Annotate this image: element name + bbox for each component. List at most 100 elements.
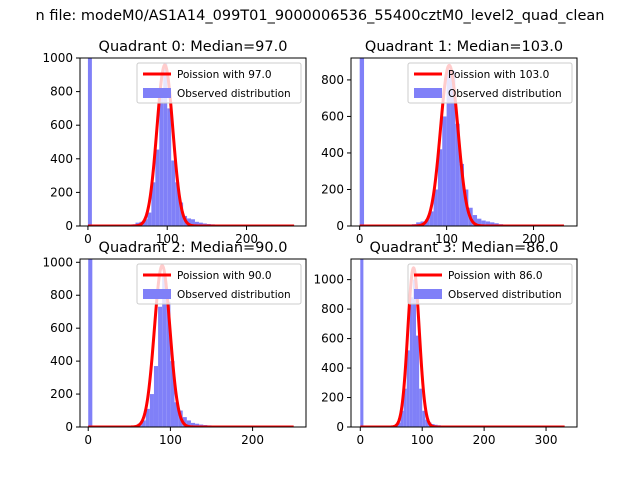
legend-label: Observed distribution — [448, 88, 562, 100]
legend-label: Poission with 86.0 — [448, 270, 543, 282]
legend-bar-swatch — [414, 289, 442, 299]
x-tick-label: 100 — [156, 232, 179, 246]
histogram-bar — [416, 222, 421, 226]
axes-frame — [79, 57, 307, 227]
histogram-bar — [87, 58, 92, 226]
histogram-bar — [182, 417, 187, 427]
legend-box — [136, 62, 302, 104]
histogram-bar — [359, 58, 365, 226]
histogram-bar — [162, 275, 167, 427]
x-tick-label: 200 — [241, 433, 264, 447]
y-tick-label: 400 — [321, 146, 344, 160]
histogram-bar — [425, 419, 429, 427]
histogram-bar — [159, 93, 164, 226]
legend: Poission with 86.0 Observed distribution — [407, 263, 573, 305]
x-tick-label: 100 — [159, 433, 182, 447]
histogram-bar — [191, 219, 195, 226]
legend: Poission with 90.0 Observed distribution — [136, 263, 302, 305]
histogram-bar — [145, 408, 150, 427]
legend-bar-swatch — [414, 88, 442, 98]
histogram-bar — [194, 221, 199, 226]
y-tick-label: 0 — [65, 219, 73, 233]
histogram-bar — [163, 63, 168, 226]
subplot-quadrant-1: 0 100 200 0 200 400 600 800 Quadrant 1: Median=1… — [321, 39, 578, 246]
poisson-curve — [358, 63, 566, 226]
plot-area — [86, 58, 296, 226]
x-tick-label: 0 — [356, 232, 364, 246]
histogram-bar — [442, 116, 447, 226]
plot-area — [358, 58, 566, 226]
histogram-bar — [171, 160, 176, 226]
histogram-bar — [437, 149, 443, 226]
histogram-bar — [187, 218, 192, 226]
histogram-bar — [397, 422, 401, 427]
histogram-bar — [422, 410, 426, 427]
histogram-bar — [481, 220, 486, 226]
histogram-bar — [477, 218, 482, 226]
histogram-bar — [190, 422, 196, 427]
axes-frame — [350, 57, 578, 227]
x-tick-label: 0 — [356, 433, 364, 447]
histogram-bar — [446, 68, 451, 226]
histogram-bar — [424, 219, 430, 226]
legend-label: Poission with 90.0 — [177, 270, 272, 282]
x-tick-label: 200 — [235, 232, 258, 246]
y-tick-label: 200 — [321, 391, 344, 405]
y-tick-label: 800 — [321, 302, 344, 316]
histogram-bar — [403, 388, 407, 427]
histogram-bar — [151, 182, 156, 226]
histogram-bar — [155, 149, 160, 226]
y-tick-label: 0 — [336, 420, 344, 434]
legend-bar-swatch — [143, 289, 171, 299]
histogram-bar — [149, 394, 154, 427]
histogram-bar — [175, 182, 180, 226]
histogram-bar — [186, 420, 191, 427]
subplot-title: Quadrant 3: Median=86.0 — [370, 240, 559, 256]
poisson-curve — [359, 266, 566, 427]
y-tick-label: 200 — [50, 185, 73, 199]
subplot-title: Quadrant 2: Median=90.0 — [99, 240, 288, 256]
histogram-bar — [153, 366, 159, 427]
x-tick-label: 200 — [473, 433, 496, 447]
y-tick-label: 1000 — [313, 273, 344, 287]
legend-bar-swatch — [143, 88, 171, 98]
histogram-bar — [485, 221, 491, 226]
y-tick-label: 1000 — [42, 51, 73, 65]
subplot-quadrant-2: 0 100 200 0 200 400 600 800 1000 Quadrant 2: Medi… — [42, 240, 307, 447]
histogram-bar — [406, 350, 410, 427]
histogram-bar — [141, 420, 146, 427]
legend-label: Observed distribution — [177, 289, 291, 301]
histogram-bar — [416, 335, 420, 427]
legend-label: Poission with 97.0 — [177, 69, 272, 81]
y-tick-label: 400 — [321, 361, 344, 375]
histogram-bar — [459, 163, 464, 226]
histogram-bar — [158, 306, 163, 427]
y-tick-label: 600 — [321, 109, 344, 123]
x-tick-label: 300 — [535, 433, 558, 447]
histogram-bar — [429, 211, 434, 226]
y-tick-label: 800 — [50, 288, 73, 302]
histogram-bar — [490, 222, 495, 226]
poisson-curve — [86, 63, 296, 226]
legend-box — [407, 62, 573, 104]
figure-suptitle: n file: modeM0/AS1A14_099T01_9000006536_… — [36, 8, 605, 24]
histogram-bar — [198, 222, 203, 226]
y-tick-label: 200 — [321, 182, 344, 196]
axes-frame — [350, 258, 578, 428]
y-tick-label: 600 — [50, 118, 73, 132]
histogram-bar — [400, 410, 404, 427]
y-tick-label: 400 — [50, 152, 73, 166]
axes-frame — [79, 258, 307, 428]
x-tick-label: 100 — [435, 232, 458, 246]
histogram-bar — [195, 423, 200, 427]
y-tick-label: 600 — [321, 332, 344, 346]
subplot-quadrant-0: 0 100 200 0 200 400 600 800 1000 Quadrant 0: Medi… — [42, 39, 307, 246]
histogram-bar — [419, 388, 423, 427]
x-tick-label: 100 — [411, 433, 434, 447]
subplot-title: Quadrant 0: Median=97.0 — [99, 39, 288, 55]
x-tick-label: 200 — [522, 232, 545, 246]
legend-box — [407, 263, 573, 305]
y-tick-label: 800 — [321, 73, 344, 87]
histogram-bar — [450, 70, 456, 226]
histogram-bar — [147, 212, 152, 226]
